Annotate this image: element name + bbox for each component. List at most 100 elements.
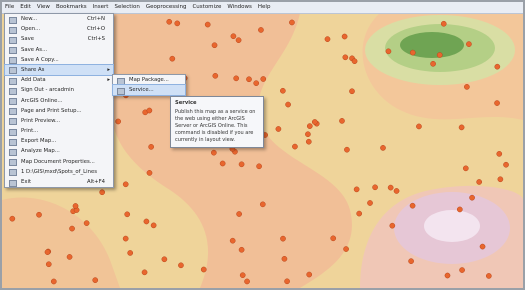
- map-point: [459, 267, 464, 272]
- submenu-arrow: ▸: [107, 65, 110, 75]
- map-point: [254, 81, 259, 86]
- map-point: [239, 247, 244, 252]
- map-point: [469, 195, 474, 200]
- map-point: [503, 162, 508, 167]
- map-point: [276, 126, 281, 131]
- map-point: [149, 144, 154, 149]
- map-point: [123, 236, 128, 241]
- menu-label: Open...: [21, 26, 40, 32]
- menu-item[interactable]: Sign Out - arcadmin: [5, 85, 113, 95]
- menu-item[interactable]: Page and Print Setup...: [5, 106, 113, 116]
- menu-label: New...: [21, 16, 37, 22]
- tooltip-text: Publish this map as a service on the web…: [175, 109, 255, 143]
- map-point: [212, 43, 217, 48]
- map-point: [285, 102, 290, 107]
- menu-icon: [9, 78, 17, 85]
- map-point: [305, 132, 310, 137]
- menu-item[interactable]: Save A Copy...: [5, 55, 113, 65]
- map-point: [339, 118, 344, 123]
- share-as-submenu: Map Package... Service...: [112, 74, 186, 96]
- menu-label: Share As: [21, 67, 44, 73]
- menu-label: Print...: [21, 128, 38, 134]
- menu-icon: [9, 169, 17, 176]
- menu-item[interactable]: Analyze Map...: [5, 146, 113, 156]
- map-point: [246, 77, 251, 82]
- menu-icon: [9, 149, 17, 156]
- submenu-item[interactable]: Map Package...: [113, 75, 185, 85]
- map-point: [205, 22, 210, 27]
- map-point: [175, 21, 180, 26]
- map-point: [236, 38, 241, 43]
- map-point: [372, 185, 377, 190]
- map-point: [480, 244, 485, 249]
- map-point: [10, 216, 15, 221]
- map-point: [282, 256, 287, 261]
- menu-icon: [117, 78, 125, 85]
- map-point: [352, 59, 357, 64]
- menu-item[interactable]: ArcGIS Online...: [5, 96, 113, 106]
- menu-bar-item[interactable]: Customize: [189, 2, 224, 10]
- tooltip-title: Service: [175, 100, 259, 107]
- menu-shortcut: Ctrl+N: [87, 14, 105, 24]
- map-point: [125, 212, 130, 217]
- map-point: [258, 27, 263, 32]
- menu-label: Sign Out - arcadmin: [21, 87, 74, 93]
- map-point: [342, 34, 347, 39]
- menu-icon: [9, 118, 17, 125]
- map-point: [410, 203, 415, 208]
- map-point: [142, 270, 147, 275]
- menu-item[interactable]: Share As ▸: [5, 65, 113, 75]
- menu-item[interactable]: Add Data▸: [5, 75, 113, 85]
- menu-bar-item[interactable]: Insert: [90, 2, 112, 10]
- map-point: [292, 144, 297, 149]
- menu-item[interactable]: Export Map...: [5, 136, 113, 146]
- map-point: [495, 64, 500, 69]
- submenu-item[interactable]: Service...: [113, 85, 185, 95]
- map-point: [147, 108, 152, 113]
- menu-bar-item[interactable]: File: [2, 2, 17, 10]
- menu-bar-item[interactable]: Edit: [17, 2, 34, 10]
- map-point: [256, 164, 261, 169]
- menu-bar-item[interactable]: Bookmarks: [53, 2, 90, 10]
- map-point: [116, 119, 121, 124]
- map-point: [213, 73, 218, 78]
- map-point: [147, 170, 152, 175]
- menu-bar-item[interactable]: Selection: [111, 2, 142, 10]
- menu-item[interactable]: 1 D:\GIS\mxd\Spots_of_Lines: [5, 167, 113, 177]
- map-point: [441, 21, 446, 26]
- menu-bar-item[interactable]: Geoprocessing: [143, 2, 190, 10]
- map-point: [386, 49, 391, 54]
- menu-bar-item[interactable]: Help: [255, 2, 274, 10]
- menu-icon: [9, 129, 17, 136]
- map-point: [354, 187, 359, 192]
- map-point: [307, 272, 312, 277]
- map-point: [367, 200, 372, 205]
- menu-icon: [9, 47, 17, 54]
- menu-label: Save A Copy...: [21, 57, 59, 63]
- menu-item[interactable]: New... Ctrl+N: [5, 14, 113, 24]
- menu-item[interactable]: Map Document Properties...: [5, 157, 113, 167]
- menu-icon: [9, 159, 17, 166]
- tooltip: Service Publish this map as a service on…: [170, 96, 264, 148]
- map-point: [73, 203, 78, 208]
- menu-item[interactable]: Open...Ctrl+O: [5, 24, 113, 34]
- menu-item[interactable]: Print...: [5, 126, 113, 136]
- menu-icon: [9, 67, 17, 74]
- map-point: [244, 279, 249, 284]
- map-point: [466, 41, 471, 46]
- menu-bar-item[interactable]: Windows: [224, 2, 255, 10]
- map-point: [325, 37, 330, 42]
- menu-item[interactable]: Save As...: [5, 45, 113, 55]
- menu-label: Map Package...: [129, 77, 169, 83]
- contour-zone: [400, 32, 464, 58]
- map-point: [123, 182, 128, 187]
- menu-icon: [9, 88, 17, 95]
- map-point: [357, 211, 362, 216]
- map-point: [67, 254, 72, 259]
- menu-icon: [9, 37, 17, 44]
- menu-bar-item[interactable]: View: [34, 2, 53, 10]
- menu-item[interactable]: Print Preview...: [5, 116, 113, 126]
